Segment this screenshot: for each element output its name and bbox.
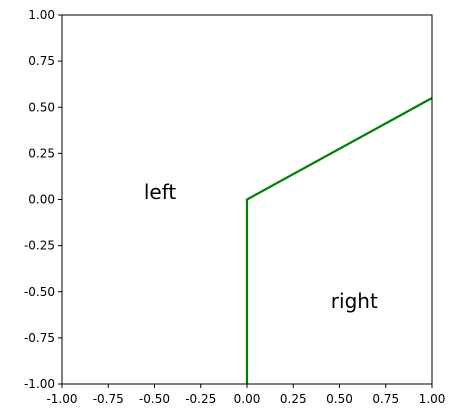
- x-tick-label: 0.25: [280, 392, 307, 406]
- annotation-right: right: [331, 289, 378, 313]
- x-tick-label: -0.50: [139, 392, 170, 406]
- annotation-layer: left right: [144, 180, 378, 313]
- y-tick-label: -1.00: [24, 377, 55, 391]
- y-tick-label: 0.00: [28, 193, 55, 207]
- series-line: [245, 97, 433, 384]
- y-tick-label: -0.50: [24, 285, 55, 299]
- y-tick-label: -0.25: [24, 239, 55, 253]
- y-tick-label: 0.50: [28, 100, 55, 114]
- annotation-left: left: [144, 180, 177, 204]
- x-tick-label: -1.00: [46, 392, 77, 406]
- x-tick-label: 0.75: [372, 392, 399, 406]
- x-tick-label: -0.75: [93, 392, 124, 406]
- y-tick-label: -0.75: [24, 331, 55, 345]
- series-layer: [245, 97, 433, 384]
- x-axis: -1.00 -0.75 -0.50 -0.25 0.00 0.25 0.50 0.75 1.00: [46, 384, 445, 406]
- x-tick-label: 1.00: [419, 392, 446, 406]
- x-tick-label: -0.25: [185, 392, 216, 406]
- x-tick-label: 0.50: [326, 392, 353, 406]
- y-tick-label: 0.75: [28, 54, 55, 68]
- y-tick-label: 0.25: [28, 146, 55, 160]
- y-tick-label: 1.00: [28, 8, 55, 22]
- y-axis: -1.00 -0.75 -0.50 -0.25 0.00 0.25 0.50 0.75 1.00: [24, 8, 62, 391]
- x-tick-label: 0.00: [234, 392, 261, 406]
